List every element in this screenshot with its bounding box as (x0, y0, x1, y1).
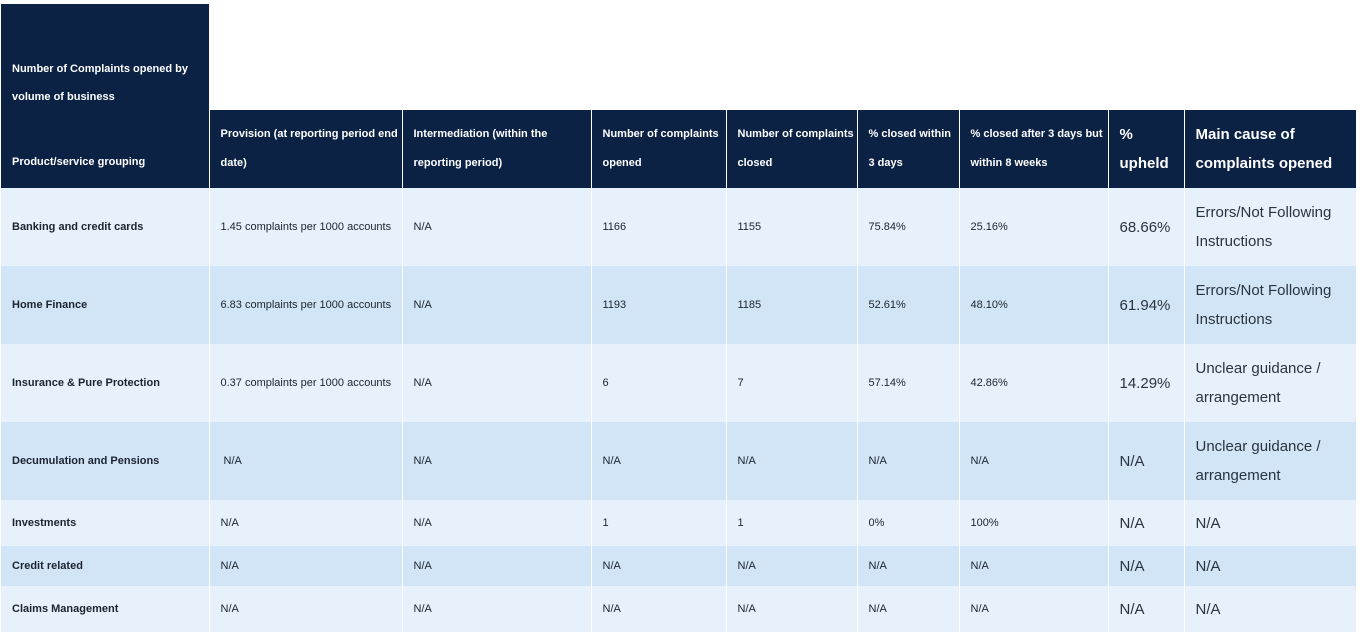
within-3-days-cell: N/A (857, 586, 960, 632)
within-3-days-cell: N/A (857, 422, 960, 500)
intermediation-cell: N/A (402, 586, 592, 632)
upheld-cell: N/A (1108, 586, 1185, 632)
closed-cell: 7 (726, 344, 858, 422)
within-3-days-cell: 75.84% (857, 188, 960, 266)
table-row: Investments N/A N/A 1 1 0% 100% N/A N/A (1, 500, 1357, 546)
header-provision: Provision (at reporting period end date) (209, 110, 403, 188)
intermediation-cell: N/A (402, 266, 592, 344)
upheld-cell: 61.94% (1108, 266, 1185, 344)
opened-cell: 1193 (591, 266, 727, 344)
table-row: Decumulation and Pensions N/A N/A N/A N/… (1, 422, 1357, 500)
opened-cell: N/A (591, 586, 727, 632)
provision-cell: N/A (209, 422, 403, 500)
upheld-cell: N/A (1108, 500, 1185, 546)
provision-cell: 6.83 complaints per 1000 accounts (209, 266, 403, 344)
header-intermediation: Intermediation (within the reporting per… (402, 110, 592, 188)
product-cell: Credit related (1, 546, 210, 586)
table-row: Claims Management N/A N/A N/A N/A N/A N/… (1, 586, 1357, 632)
product-cell: Decumulation and Pensions (1, 422, 210, 500)
product-cell: Claims Management (1, 586, 210, 632)
opened-cell: N/A (591, 422, 727, 500)
after-3-days-cell: N/A (959, 586, 1109, 632)
opened-cell: 1 (591, 500, 727, 546)
upheld-cell: N/A (1108, 546, 1185, 586)
header-closed: Number of complaints closed (726, 110, 858, 188)
provision-cell: N/A (209, 500, 403, 546)
product-cell: Home Finance (1, 266, 210, 344)
closed-cell: 1 (726, 500, 858, 546)
main-cause-cell: N/A (1184, 546, 1357, 586)
after-3-days-cell: 42.86% (959, 344, 1109, 422)
upheld-cell: 68.66% (1108, 188, 1185, 266)
provision-cell: 0.37 complaints per 1000 accounts (209, 344, 403, 422)
header-upheld: % upheld (1108, 110, 1185, 188)
product-cell: Banking and credit cards (1, 188, 210, 266)
within-3-days-cell: N/A (857, 546, 960, 586)
header-opened: Number of complaints opened (591, 110, 727, 188)
intermediation-cell: N/A (402, 188, 592, 266)
table-row: Insurance & Pure Protection 0.37 complai… (1, 344, 1357, 422)
main-cause-cell: N/A (1184, 500, 1357, 546)
intermediation-cell: N/A (402, 500, 592, 546)
table-title: Number of Complaints opened by volume of… (12, 63, 189, 103)
within-3-days-cell: 57.14% (857, 344, 960, 422)
table-row: Credit related N/A N/A N/A N/A N/A N/A N… (1, 546, 1357, 586)
main-cause-cell: N/A (1184, 586, 1357, 632)
closed-cell: 1185 (726, 266, 858, 344)
table-row: Home Finance 6.83 complaints per 1000 ac… (1, 266, 1357, 344)
after-3-days-cell: 25.16% (959, 188, 1109, 266)
header-main-cause: Main cause of complaints opened (1184, 110, 1357, 188)
main-cause-cell: Unclear guidance / arrangement (1184, 422, 1357, 500)
header-within-3-days: % closed within 3 days (857, 110, 960, 188)
upheld-cell: 14.29% (1108, 344, 1185, 422)
after-3-days-cell: 48.10% (959, 266, 1109, 344)
main-cause-cell: Errors/Not Following Instructions (1184, 266, 1357, 344)
after-3-days-cell: N/A (959, 422, 1109, 500)
header-after-3-days: % closed after 3 days but within 8 weeks (959, 110, 1109, 188)
within-3-days-cell: 0% (857, 500, 960, 546)
header-row: Provision (at reporting period end date)… (1, 110, 1357, 188)
after-3-days-cell: N/A (959, 546, 1109, 586)
after-3-days-cell: 100% (959, 500, 1109, 546)
intermediation-cell: N/A (402, 546, 592, 586)
main-cause-cell: Errors/Not Following Instructions (1184, 188, 1357, 266)
opened-cell: N/A (591, 546, 727, 586)
intermediation-cell: N/A (402, 422, 592, 500)
opened-cell: 6 (591, 344, 727, 422)
complaints-table: Provision (at reporting period end date)… (1, 110, 1357, 632)
product-cell: Insurance & Pure Protection (1, 344, 210, 422)
closed-cell: 1155 (726, 188, 858, 266)
provision-cell: N/A (209, 586, 403, 632)
upheld-cell: N/A (1108, 422, 1185, 500)
provision-cell: 1.45 complaints per 1000 accounts (209, 188, 403, 266)
product-cell: Investments (1, 500, 210, 546)
closed-cell: N/A (726, 422, 858, 500)
provision-cell: N/A (209, 546, 403, 586)
closed-cell: N/A (726, 546, 858, 586)
main-cause-cell: Unclear guidance / arrangement (1184, 344, 1357, 422)
header-spacer (1, 110, 210, 188)
closed-cell: N/A (726, 586, 858, 632)
within-3-days-cell: 52.61% (857, 266, 960, 344)
opened-cell: 1166 (591, 188, 727, 266)
intermediation-cell: N/A (402, 344, 592, 422)
table-row: Banking and credit cards 1.45 complaints… (1, 188, 1357, 266)
